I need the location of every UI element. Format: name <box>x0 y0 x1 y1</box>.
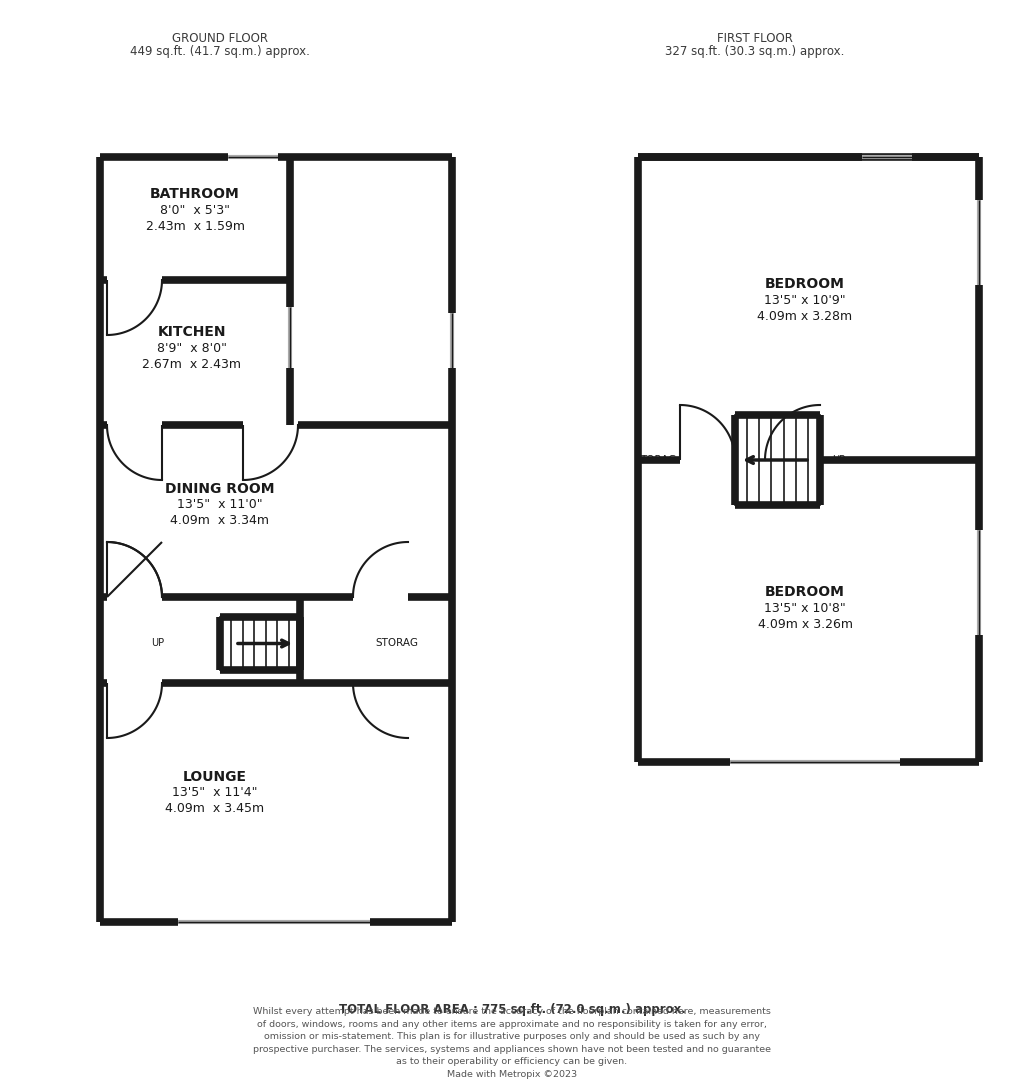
Text: 449 sq.ft. (41.7 sq.m.) approx.: 449 sq.ft. (41.7 sq.m.) approx. <box>130 46 310 59</box>
Text: BEDROOM: BEDROOM <box>765 585 845 599</box>
Text: TOTAL FLOOR AREA : 775 sq.ft. (72.0 sq.m.) approx.: TOTAL FLOOR AREA : 775 sq.ft. (72.0 sq.m… <box>339 1004 685 1017</box>
Text: BATHROOM: BATHROOM <box>151 187 240 201</box>
Text: UP: UP <box>152 638 165 648</box>
Text: Whilst every attempt has been made to ensure the accuracy of the floorplan conta: Whilst every attempt has been made to en… <box>253 1007 771 1079</box>
Text: 13'5" x 10'8": 13'5" x 10'8" <box>764 601 846 614</box>
Text: BEDROOM: BEDROOM <box>765 277 845 291</box>
Text: 13'5"  x 11'4": 13'5" x 11'4" <box>172 787 258 800</box>
Text: 4.09m x 3.26m: 4.09m x 3.26m <box>758 618 853 631</box>
Text: UP: UP <box>831 455 845 465</box>
Text: FIRST FLOOR: FIRST FLOOR <box>717 32 793 45</box>
Text: STORAG: STORAG <box>375 638 418 648</box>
Text: 327 sq.ft. (30.3 sq.m.) approx.: 327 sq.ft. (30.3 sq.m.) approx. <box>666 46 845 59</box>
Text: 8'0"  x 5'3": 8'0" x 5'3" <box>160 204 230 216</box>
Text: 13'5" x 10'9": 13'5" x 10'9" <box>764 293 846 307</box>
Text: 2.43m  x 1.59m: 2.43m x 1.59m <box>145 219 245 232</box>
Text: TORAG: TORAG <box>640 455 677 465</box>
Text: 4.09m  x 3.34m: 4.09m x 3.34m <box>171 515 269 528</box>
Text: KITCHEN: KITCHEN <box>158 325 226 339</box>
Text: 13'5"  x 11'0": 13'5" x 11'0" <box>177 499 263 512</box>
Text: GROUND FLOOR: GROUND FLOOR <box>172 32 268 45</box>
Text: LOUNGE: LOUNGE <box>183 770 247 784</box>
Text: DINING ROOM: DINING ROOM <box>165 482 274 496</box>
Text: 4.09m x 3.28m: 4.09m x 3.28m <box>758 310 853 323</box>
Text: 2.67m  x 2.43m: 2.67m x 2.43m <box>142 358 242 371</box>
Text: 8'9"  x 8'0": 8'9" x 8'0" <box>157 341 227 355</box>
Text: 4.09m  x 3.45m: 4.09m x 3.45m <box>166 803 264 815</box>
